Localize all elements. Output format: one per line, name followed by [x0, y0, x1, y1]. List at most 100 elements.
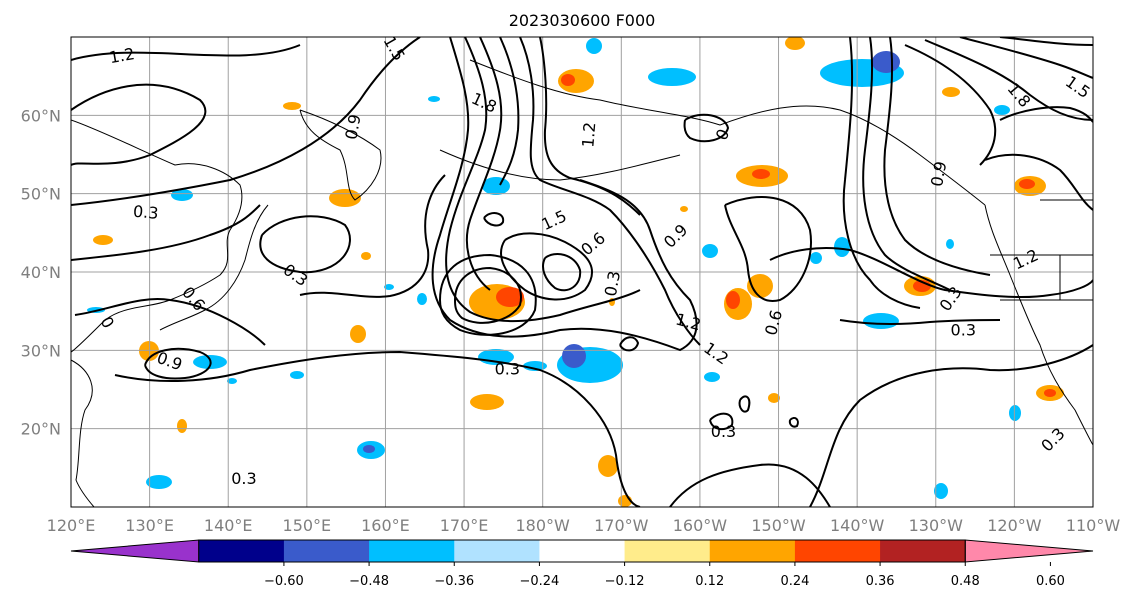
latitude-tick-label: 60°N: [21, 106, 61, 125]
longitude-tick-label: 150°E: [283, 516, 332, 535]
longitude-tick-label: 170°E: [440, 516, 489, 535]
contour-line: [483, 212, 505, 227]
colorbar-segment: [283, 540, 370, 562]
contour-label: 1.2: [108, 44, 136, 67]
positive-anomaly-patch: [680, 206, 688, 212]
longitude-tick-label: 130°E: [125, 516, 174, 535]
positive-anomaly-patch: [942, 87, 960, 97]
positive-anomaly-patch: [768, 393, 780, 403]
us-borders: [990, 199, 1093, 301]
contour-line: [144, 347, 212, 380]
colorbar: −0.60 −0.48 −0.36 −0.24 −0.12 0.12 0.24 0.36 0.4…: [70, 539, 1094, 589]
negative-anomaly-patch: [863, 313, 899, 329]
contour-line: [71, 37, 421, 206]
contour-line: [842, 37, 921, 309]
map-border: [70, 36, 1094, 508]
negative-anomaly-patch: [834, 237, 850, 257]
colorbar-segment: [880, 540, 966, 562]
positive-anomaly-patch: [283, 102, 301, 110]
negative-anomaly-patch: [290, 371, 304, 379]
colorbar-tick-label: −0.48: [349, 574, 389, 589]
negative-anomaly-patch: [648, 68, 696, 86]
colorbar-segment: [454, 540, 540, 562]
coastline-asia: [71, 119, 243, 353]
longitude-tick-label: 160°W: [673, 516, 728, 535]
contour-label: 0.6: [1102, 293, 1132, 320]
contour-line: [809, 344, 1093, 507]
negative-anomaly-patch: [523, 361, 547, 371]
positive-anomaly-patch: [752, 169, 770, 179]
contour-line: [999, 106, 1093, 123]
negative-anomaly-patch: [428, 96, 440, 102]
contour-line: [883, 37, 991, 276]
positive-anomaly-patch: [747, 274, 773, 298]
latitude-tick-label: 50°N: [21, 185, 61, 204]
colorbar-tick-label: 0.12: [695, 574, 724, 589]
contour-line: [738, 395, 751, 413]
negative-anomaly-patch: [1009, 405, 1021, 421]
positive-anomaly-patch: [177, 419, 187, 433]
anomaly-shading: [87, 37, 1064, 507]
colorbar-segment: [624, 540, 711, 562]
longitude-tick-label: 150°W: [751, 516, 806, 535]
contour-line: [788, 416, 799, 428]
contour-line: [454, 266, 522, 324]
colorbar-segment: [794, 540, 881, 562]
longitude-labels: 120°E 130°E 140°E 150°E 160°E 170°E 180°W 170°W…: [47, 516, 1121, 535]
contour-label: 0.9: [341, 113, 364, 141]
negative-anomaly-patch: [810, 252, 822, 264]
aleutian-chain: [439, 149, 681, 181]
contour-label: 0.6: [1090, 160, 1120, 187]
longitude-tick-label: 120°W: [987, 516, 1042, 535]
colorbar-extend-high: [964, 539, 1094, 563]
positive-anomaly-patch: [598, 455, 618, 477]
negative-anomaly-patch: [872, 51, 900, 73]
positive-anomaly-patch: [470, 394, 504, 410]
contour-label: 0.3: [951, 320, 976, 339]
contour-line: [299, 174, 446, 298]
colorbar-tick-label: 0.36: [866, 574, 895, 589]
colorbar-tick-label: 0.60: [1036, 574, 1065, 589]
contour-line: [500, 232, 594, 301]
longitude-tick-label: 110°W: [1066, 516, 1121, 535]
positive-anomaly-patch: [561, 74, 575, 86]
contour-line: [924, 39, 1093, 121]
negative-anomaly-patch: [702, 244, 718, 258]
longitude-tick-label: 120°E: [47, 516, 96, 535]
coastline-north-america: [984, 204, 1093, 446]
colorbar-extend-low: [70, 539, 200, 563]
colorbar-outline: [198, 539, 966, 563]
colorbar-tick-label: −0.60: [264, 574, 304, 589]
contour-line: [71, 204, 261, 261]
positive-anomaly-patch: [726, 291, 740, 309]
colorbar-segment: [709, 540, 796, 562]
contour-line: [259, 215, 351, 274]
contour-line: [839, 319, 1001, 326]
contour-label: 0.6: [1105, 56, 1137, 87]
contour-line: [439, 253, 537, 336]
negative-anomaly-patch: [934, 483, 948, 499]
positive-anomaly-patch: [1044, 389, 1056, 397]
colorbar-tick-label: −0.12: [605, 574, 645, 589]
contour-label: 0.3: [132, 202, 159, 223]
contour-line: [619, 336, 640, 352]
negative-anomaly-patch: [994, 105, 1010, 115]
contour-line: [542, 253, 582, 292]
positive-anomaly-patch: [329, 189, 361, 207]
gridlines: [71, 37, 1093, 507]
contour-line: [984, 153, 1093, 211]
longitude-tick-label: 180°W: [516, 516, 571, 535]
contour-line: [769, 247, 1093, 299]
contour-label: 0.3: [231, 469, 256, 488]
contour-line: [519, 37, 701, 346]
contour-line: [499, 37, 520, 186]
latitude-labels: 60°N 50°N 40°N 30°N 20°N: [21, 106, 61, 438]
negative-anomaly-patch: [363, 445, 375, 453]
colorbar-tick-label: 0.48: [951, 574, 980, 589]
contour-line: [669, 463, 831, 507]
colorbar-tick-label: −0.36: [434, 574, 474, 589]
colorbar-tick-label: 0.24: [780, 574, 809, 589]
negative-anomaly-patch: [171, 189, 193, 201]
negative-anomaly-patch: [562, 344, 586, 368]
coastline-kamchatka: [299, 109, 382, 201]
